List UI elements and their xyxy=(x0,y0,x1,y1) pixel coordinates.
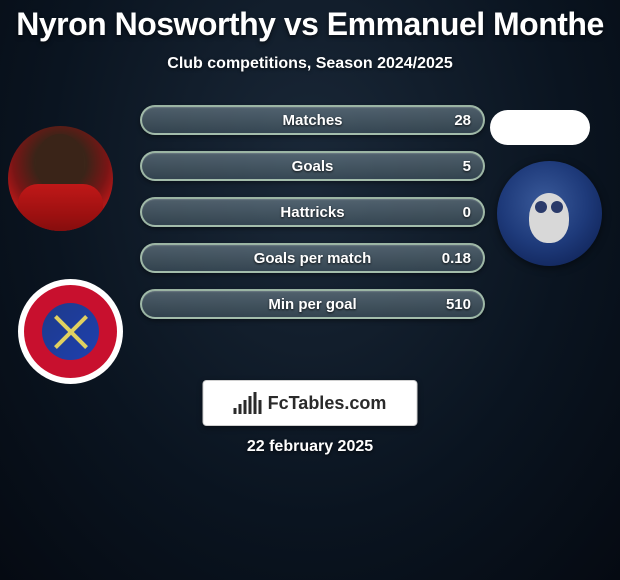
stat-value-right: 0 xyxy=(463,199,471,225)
owl-eye xyxy=(551,201,563,213)
owl-icon xyxy=(517,183,581,247)
bar-chart-icon xyxy=(234,392,262,414)
fctables-logo: FcTables.com xyxy=(203,380,418,426)
page-title: Nyron Nosworthy vs Emmanuel Monthe xyxy=(0,0,620,43)
brand-text: FcTables.com xyxy=(268,393,387,414)
brand-name: FcTables xyxy=(268,393,345,413)
stat-label: Min per goal xyxy=(142,291,483,317)
stat-value-right: 510 xyxy=(446,291,471,317)
player-right-avatar xyxy=(490,110,590,145)
club-right-banner xyxy=(507,165,592,179)
mini-bar xyxy=(254,392,257,414)
stat-row: Hattricks0 xyxy=(140,197,485,227)
stat-label: Goals xyxy=(142,153,483,179)
mini-bar xyxy=(244,400,247,414)
mini-bar xyxy=(249,396,252,414)
player-left-avatar xyxy=(8,126,113,231)
owl-eye xyxy=(535,201,547,213)
stat-row: Goals5 xyxy=(140,151,485,181)
stat-label: Matches xyxy=(142,107,483,133)
stat-row: Goals per match0.18 xyxy=(140,243,485,273)
stat-row: Matches28 xyxy=(140,105,485,135)
mini-bar xyxy=(259,400,262,414)
stat-value-right: 5 xyxy=(463,153,471,179)
stat-value-right: 28 xyxy=(454,107,471,133)
page-subtitle: Club competitions, Season 2024/2025 xyxy=(0,55,620,73)
brand-suffix: .com xyxy=(344,393,386,413)
club-left-badge xyxy=(18,279,123,384)
stat-label: Hattricks xyxy=(142,199,483,225)
mini-bar xyxy=(234,408,237,414)
stat-label: Goals per match xyxy=(142,245,483,271)
stat-bars: Matches28 Goals5 Hattricks0 Goals per match… xyxy=(140,105,485,335)
stat-value-right: 0.18 xyxy=(442,245,471,271)
date-label: 22 february 2025 xyxy=(0,438,620,456)
mini-bar xyxy=(239,404,242,414)
owl-body xyxy=(529,193,569,243)
club-right-badge xyxy=(497,161,602,266)
stat-row: Min per goal510 xyxy=(140,289,485,319)
comparison-panel: Matches28 Goals5 Hattricks0 Goals per match… xyxy=(0,101,620,381)
